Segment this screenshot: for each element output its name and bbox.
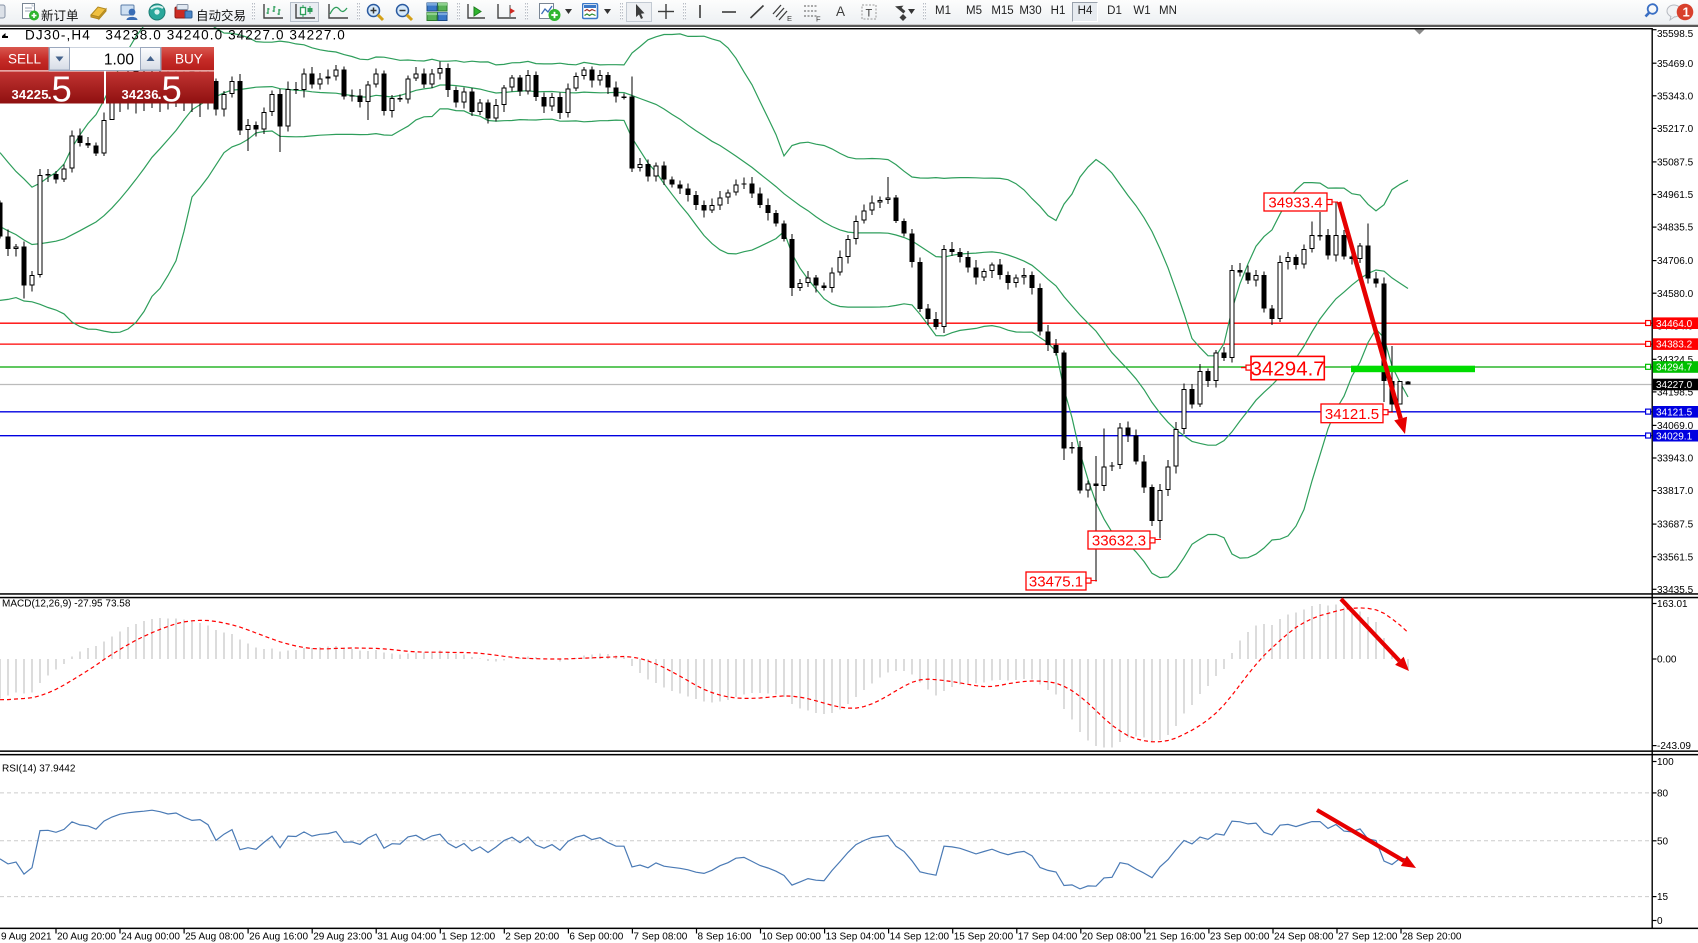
svg-text:34121.5: 34121.5 [1325, 406, 1379, 423]
svg-text:31 Aug 04:00: 31 Aug 04:00 [377, 932, 436, 943]
svg-text:34294.7: 34294.7 [1251, 357, 1325, 380]
svg-text:0.00: 0.00 [1657, 655, 1677, 666]
svg-text:23 Sep 00:00: 23 Sep 00:00 [1210, 932, 1270, 943]
svg-text:1: 1 [1683, 5, 1690, 20]
svg-text:34835.5: 34835.5 [1657, 223, 1694, 234]
svg-text:34227.0: 34227.0 [1656, 380, 1693, 391]
svg-text:8 Sep 16:00: 8 Sep 16:00 [698, 932, 752, 943]
svg-text:20 Aug 20:00: 20 Aug 20:00 [57, 932, 116, 943]
svg-text:5: 5 [52, 68, 72, 105]
svg-text:33817.0: 33817.0 [1657, 486, 1694, 497]
svg-text:BUY: BUY [175, 51, 203, 66]
svg-text:2 Sep 20:00: 2 Sep 20:00 [505, 932, 559, 943]
svg-text:33561.5: 33561.5 [1657, 552, 1694, 563]
svg-text:.: . [158, 85, 162, 102]
svg-text:80: 80 [1657, 789, 1669, 800]
svg-text:100: 100 [1657, 757, 1674, 768]
svg-text:34961.5: 34961.5 [1657, 190, 1694, 201]
svg-text:6 Sep 00:00: 6 Sep 00:00 [569, 932, 623, 943]
svg-text:35343.0: 35343.0 [1657, 91, 1694, 102]
svg-text:33435.5: 33435.5 [1657, 585, 1694, 596]
svg-text:50: 50 [1657, 836, 1669, 847]
svg-text:13 Sep 04:00: 13 Sep 04:00 [826, 932, 886, 943]
svg-text:T: T [866, 8, 873, 20]
svg-text:163.01: 163.01 [1657, 599, 1688, 610]
svg-text:21 Sep 16:00: 21 Sep 16:00 [1146, 932, 1206, 943]
svg-text:5: 5 [162, 68, 182, 105]
svg-text:1 Sep 12:00: 1 Sep 12:00 [441, 932, 495, 943]
svg-text:14 Sep 12:00: 14 Sep 12:00 [890, 932, 950, 943]
svg-text:0: 0 [1657, 916, 1663, 927]
svg-text:15 Sep 20:00: 15 Sep 20:00 [954, 932, 1014, 943]
svg-text:E: E [787, 14, 792, 22]
svg-text:MACD(12,26,9) -27.95 73.58: MACD(12,26,9) -27.95 73.58 [2, 599, 131, 610]
svg-text:25 Aug 08:00: 25 Aug 08:00 [185, 932, 244, 943]
svg-text:34324.5: 34324.5 [1657, 355, 1694, 366]
svg-text:35217.0: 35217.0 [1657, 124, 1694, 135]
svg-text:33632.3: 33632.3 [1092, 532, 1146, 549]
svg-text:7 Sep 08:00: 7 Sep 08:00 [633, 932, 687, 943]
svg-text:27 Sep 12:00: 27 Sep 12:00 [1338, 932, 1398, 943]
svg-text:34706.0: 34706.0 [1657, 256, 1694, 267]
svg-text:20 Sep 08:00: 20 Sep 08:00 [1082, 932, 1142, 943]
svg-text:28 Sep 20:00: 28 Sep 20:00 [1402, 932, 1462, 943]
svg-text:15: 15 [1657, 892, 1669, 903]
svg-text:34294.7: 34294.7 [1656, 363, 1693, 374]
svg-text:RSI(14) 37.9442: RSI(14) 37.9442 [2, 764, 76, 775]
svg-text:34069.0: 34069.0 [1657, 421, 1694, 432]
svg-text:DJ30-,H4 34238.0 34240.0 342: DJ30-,H4 34238.0 34240.0 34227.0 34227.0 [25, 28, 346, 43]
svg-text:9 Aug 2021: 9 Aug 2021 [1, 932, 52, 943]
svg-text:35087.5: 35087.5 [1657, 158, 1694, 169]
svg-text:34580.0: 34580.0 [1657, 289, 1694, 300]
svg-text:.: . [48, 85, 52, 102]
svg-text:-243.09: -243.09 [1657, 741, 1691, 752]
svg-text:33943.0: 33943.0 [1657, 454, 1694, 465]
svg-text:34933.4: 34933.4 [1268, 194, 1322, 211]
svg-text:10 Sep 00:00: 10 Sep 00:00 [762, 932, 822, 943]
svg-text:34198.5: 34198.5 [1657, 388, 1694, 399]
svg-text:26 Aug 16:00: 26 Aug 16:00 [249, 932, 308, 943]
svg-text:33475.1: 33475.1 [1029, 573, 1083, 590]
svg-text:1.00: 1.00 [104, 51, 135, 68]
svg-text:34225: 34225 [12, 86, 49, 101]
svg-text:35469.0: 35469.0 [1657, 59, 1694, 70]
svg-text:33687.5: 33687.5 [1657, 520, 1694, 531]
svg-text:29 Aug 23:00: 29 Aug 23:00 [313, 932, 372, 943]
svg-text:F: F [816, 15, 821, 23]
svg-text:34029.1: 34029.1 [1656, 431, 1693, 442]
svg-text:34383.2: 34383.2 [1656, 340, 1693, 351]
svg-text:34236: 34236 [122, 86, 159, 101]
svg-text:35598.5: 35598.5 [1657, 29, 1694, 40]
svg-text:24 Sep 08:00: 24 Sep 08:00 [1274, 932, 1334, 943]
svg-text:24 Aug 00:00: 24 Aug 00:00 [121, 932, 180, 943]
svg-text:17 Sep 04:00: 17 Sep 04:00 [1018, 932, 1078, 943]
svg-text:34121.5: 34121.5 [1656, 407, 1693, 418]
svg-text:SELL: SELL [8, 51, 42, 66]
svg-text:34464.0: 34464.0 [1656, 319, 1693, 330]
